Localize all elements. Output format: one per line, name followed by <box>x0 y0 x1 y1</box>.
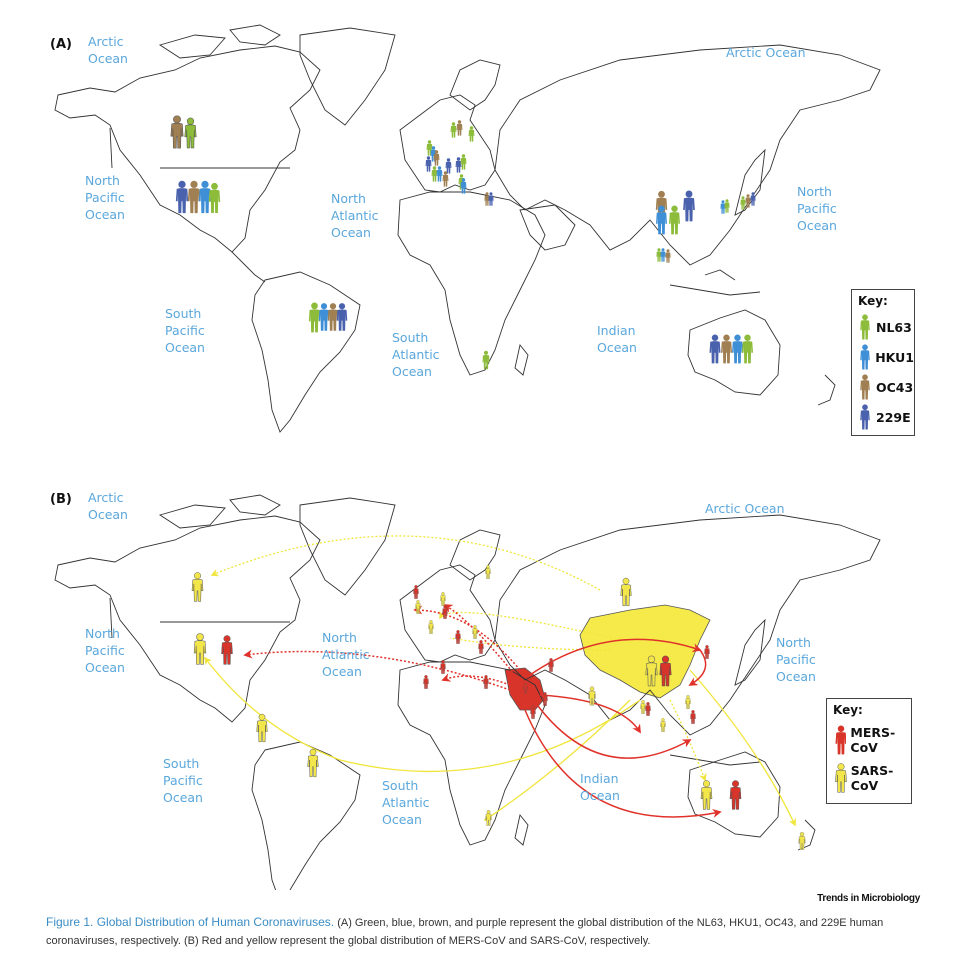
person-icon-green <box>860 314 870 340</box>
ocean-label-north-pacific-west: North Pacific Ocean <box>85 626 125 675</box>
person-icon-blue <box>860 344 870 370</box>
legend-title: Key: <box>858 294 888 308</box>
figures-brazil <box>308 302 348 333</box>
source-credit: Trends in Microbiology <box>817 893 920 904</box>
china-highlight <box>579 604 711 699</box>
ocean-label-arctic-east: Arctic Ocean <box>705 501 785 516</box>
person-icon-red <box>835 725 847 755</box>
legend-a: Key: NL63 HKU1 OC43 229E <box>851 289 915 436</box>
continent-outlines <box>54 494 881 890</box>
panel-b-map: (B) Arctic Ocean Arctic Ocean North Paci… <box>0 470 978 890</box>
legend-item-nl63: NL63 <box>852 312 914 342</box>
sars-routes <box>204 535 796 827</box>
figures-china <box>655 190 695 235</box>
ocean-label-arctic-west: Arctic Ocean <box>88 490 128 522</box>
figures-canada <box>170 115 197 149</box>
person-icon-brown <box>860 374 870 400</box>
ocean-label-south-pacific: South Pacific Ocean <box>165 306 205 355</box>
world-map-b <box>54 494 881 890</box>
panel-label-a: (A) <box>50 37 72 52</box>
figures-south-africa <box>482 350 490 370</box>
legend-item-mers: MERS-CoV <box>827 721 911 759</box>
legend-item-229e: 229E <box>852 402 914 432</box>
ocean-label-indian: Indian Ocean <box>597 323 637 355</box>
caption-title: Figure 1. Global Distribution of Human C… <box>46 915 335 929</box>
ocean-label-arctic-west: Arctic Ocean <box>88 34 128 66</box>
legend-b: Key: MERS-CoV SARS-CoV <box>826 698 912 804</box>
ocean-label-south-atlantic: South Atlantic Ocean <box>392 330 440 379</box>
person-icon-yellow <box>834 763 847 793</box>
continent-outlines <box>54 24 881 433</box>
figures-southeast-asia <box>656 248 671 263</box>
figures-usa <box>175 180 221 214</box>
ocean-label-north-pacific-west: North Pacific Ocean <box>85 173 125 222</box>
legend-item-oc43: OC43 <box>852 372 914 402</box>
ocean-label-indian: Indian Ocean <box>580 771 620 803</box>
figure-caption: Figure 1. Global Distribution of Human C… <box>46 913 926 950</box>
mers-routes <box>243 604 722 818</box>
world-map-a <box>54 24 881 433</box>
ocean-label-north-atlantic: North Atlantic Ocean <box>322 630 370 679</box>
ocean-label-north-pacific-east: North Pacific Ocean <box>797 184 837 233</box>
legend-item-hku1: HKU1 <box>852 342 914 372</box>
ocean-label-south-pacific: South Pacific Ocean <box>163 756 203 805</box>
panel-label-b: (B) <box>50 492 72 507</box>
figures-europe <box>425 120 494 206</box>
caption-body: (A) Green, blue, brown, and purple repre… <box>46 917 884 947</box>
ocean-label-arctic-east: Arctic Ocean <box>726 45 806 60</box>
legend-item-sars: SARS-CoV <box>827 759 911 797</box>
ocean-label-north-atlantic: North Atlantic Ocean <box>331 191 379 240</box>
panel-a-map: (A) Arctic Ocean Arctic Ocean North Paci… <box>0 0 978 450</box>
ocean-label-south-atlantic: South Atlantic Ocean <box>382 778 430 827</box>
legend-title: Key: <box>833 703 863 717</box>
ocean-label-north-pacific-east: North Pacific Ocean <box>776 635 816 684</box>
figures-australia <box>709 334 753 364</box>
person-icon-purple <box>860 404 870 430</box>
